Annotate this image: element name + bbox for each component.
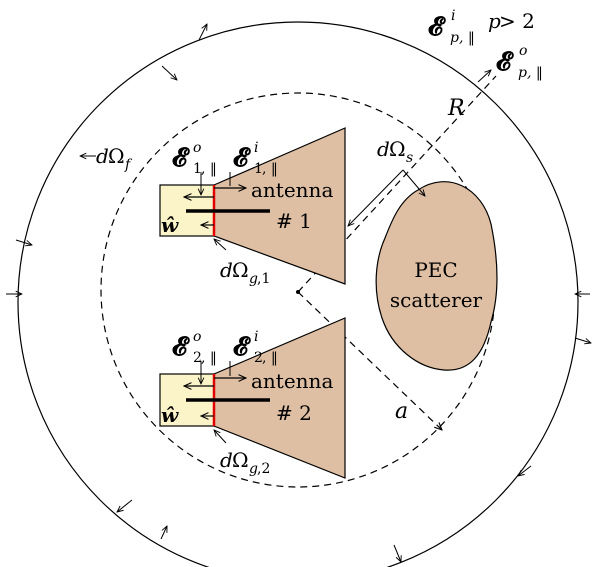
w-hat-2: ŵ — [161, 403, 179, 427]
svg-text:𝓔: 𝓔 — [428, 12, 446, 42]
svg-text:, ‖: , ‖ — [201, 161, 217, 177]
svg-text:Ω: Ω — [389, 137, 406, 161]
antenna-1-number: # 1 — [276, 209, 312, 233]
svg-text:o: o — [519, 43, 527, 59]
incident-outer-field-label: 𝓔 i p, ‖ p > 2 — [428, 8, 535, 46]
svg-text:f: f — [124, 157, 133, 173]
svg-text:𝓔: 𝓔 — [233, 143, 251, 173]
center-dot — [296, 290, 300, 294]
svg-text:Ω: Ω — [232, 448, 249, 472]
svg-text:p: p — [488, 9, 501, 33]
svg-text:p, ‖: p, ‖ — [450, 30, 475, 46]
antenna-1-label: antenna — [251, 178, 333, 202]
radius-a-label: a — [395, 399, 408, 424]
scatterer-label: scatterer — [390, 288, 483, 312]
w-hat-1: ŵ — [161, 213, 179, 237]
scatter-boundary-pointers — [348, 169, 425, 226]
svg-text:d: d — [96, 144, 109, 168]
svg-text:g: g — [249, 461, 258, 477]
antenna-2-number: # 2 — [276, 401, 312, 425]
incident-field-label-2: 𝓔 i , ‖ — [233, 329, 278, 366]
svg-text:g: g — [249, 271, 258, 287]
subscript-index: 1 — [254, 161, 263, 177]
svg-text:s: s — [406, 150, 413, 166]
svg-text:i: i — [254, 329, 258, 345]
outer-boundary-circle — [17, 21, 579, 567]
subscript-index: 2 — [193, 350, 202, 366]
svg-text:𝓔: 𝓔 — [172, 332, 190, 362]
svg-text:, ‖: , ‖ — [262, 161, 278, 177]
subscript-index: 1 — [193, 161, 202, 177]
svg-text:,2: ,2 — [257, 461, 270, 477]
svg-text:,1: ,1 — [257, 271, 270, 287]
svg-text:d: d — [220, 448, 233, 472]
antenna-1: antenna # 1 ŵ 𝓔 o , ‖ 1 𝓔 i , ‖ d Ω g ,1 — [159, 127, 346, 287]
subscript-index: 2 — [254, 350, 263, 366]
svg-text:𝓔: 𝓔 — [233, 332, 251, 362]
svg-text:𝓔: 𝓔 — [172, 143, 190, 173]
boundary-field-arrows — [6, 24, 591, 562]
svg-text:d: d — [377, 137, 390, 161]
radius-a-line — [297, 291, 442, 430]
port-2-pointer — [214, 430, 227, 444]
svg-text:d: d — [220, 258, 233, 282]
outgoing-field-label-1: 𝓔 o , ‖ 1 — [172, 140, 217, 177]
antenna-2-label: antenna — [251, 369, 333, 393]
svg-text:, ‖: , ‖ — [201, 350, 217, 366]
svg-text:i: i — [254, 140, 258, 156]
svg-text:i: i — [451, 8, 455, 24]
antenna-2: antenna # 2 ŵ 𝓔 o , ‖ 𝓔 i , ‖ d Ω g ,2 — [159, 317, 346, 479]
svg-text:p, ‖: p, ‖ — [518, 65, 543, 81]
outgoing-field-label-2: 𝓔 o , ‖ — [172, 329, 217, 366]
outer-boundary-label: d Ω f — [96, 144, 133, 173]
svg-text:Ω: Ω — [232, 258, 249, 282]
port-2-boundary-label: d Ω g ,2 — [220, 448, 270, 477]
port-1-boundary-label: d Ω g ,1 — [220, 258, 270, 287]
pec-scatterer-shape — [375, 181, 498, 371]
svg-text:Ω: Ω — [108, 144, 125, 168]
scatter-boundary-label: d Ω s — [377, 137, 413, 166]
radius-R-label: R — [447, 96, 465, 121]
outgoing-outer-field-label: 𝓔 o p, ‖ — [496, 43, 543, 81]
svg-text:> 2: > 2 — [499, 9, 535, 33]
port-1-pointer — [214, 239, 227, 251]
svg-text:o: o — [193, 329, 201, 345]
incident-field-label-1: 𝓔 i , ‖ — [233, 140, 278, 177]
svg-text:, ‖: , ‖ — [262, 350, 278, 366]
svg-text:𝓔: 𝓔 — [496, 47, 514, 77]
svg-text:o: o — [193, 140, 201, 156]
pec-label: PEC — [414, 258, 457, 282]
